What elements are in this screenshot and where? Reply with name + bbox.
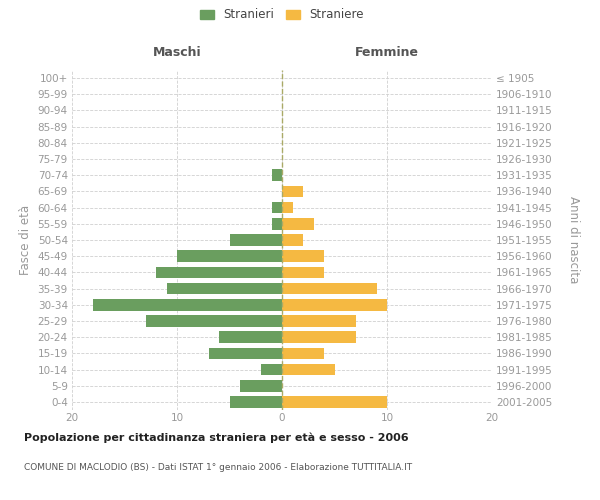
Legend: Stranieri, Straniere: Stranieri, Straniere	[200, 8, 364, 22]
Bar	[93, 299, 282, 310]
Text: Popolazione per cittadinanza straniera per età e sesso - 2006: Popolazione per cittadinanza straniera p…	[24, 432, 409, 443]
Bar	[282, 202, 293, 213]
Bar	[282, 348, 324, 359]
Bar	[282, 332, 355, 343]
Bar	[282, 282, 377, 294]
Bar	[282, 234, 303, 246]
Bar	[219, 332, 282, 343]
Y-axis label: Fasce di età: Fasce di età	[19, 205, 32, 275]
Bar	[271, 202, 282, 213]
Bar	[282, 266, 324, 278]
Bar	[167, 282, 282, 294]
Bar	[282, 315, 355, 327]
Bar	[209, 348, 282, 359]
Y-axis label: Anni di nascita: Anni di nascita	[567, 196, 580, 284]
Bar	[271, 170, 282, 181]
Text: Maschi: Maschi	[152, 46, 202, 59]
Bar	[271, 218, 282, 230]
Bar	[282, 396, 387, 407]
Bar	[282, 186, 303, 198]
Bar	[229, 234, 282, 246]
Bar	[156, 266, 282, 278]
Bar	[240, 380, 282, 392]
Bar	[177, 250, 282, 262]
Text: COMUNE DI MACLODIO (BS) - Dati ISTAT 1° gennaio 2006 - Elaborazione TUTTITALIA.I: COMUNE DI MACLODIO (BS) - Dati ISTAT 1° …	[24, 462, 412, 471]
Bar	[261, 364, 282, 376]
Bar	[282, 299, 387, 310]
Text: Femmine: Femmine	[355, 46, 419, 59]
Bar	[146, 315, 282, 327]
Bar	[282, 364, 335, 376]
Bar	[229, 396, 282, 407]
Bar	[282, 250, 324, 262]
Bar	[282, 218, 314, 230]
